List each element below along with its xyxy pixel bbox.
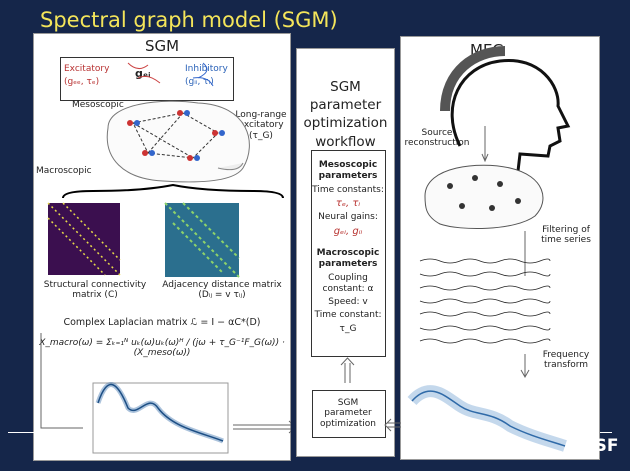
- parameter-line: Neural gains:: [312, 212, 384, 223]
- slide-title: Spectral graph model (SGM): [40, 8, 338, 32]
- parameter-line: Macroscopic parameters: [312, 248, 384, 271]
- meg-illustration: [400, 36, 600, 460]
- rule-line: [8, 432, 60, 433]
- arrow: [233, 421, 291, 433]
- sgm-illustration: [33, 33, 291, 461]
- neuron: [128, 63, 160, 83]
- head: [452, 60, 568, 171]
- parameter-line: τ_G: [312, 324, 384, 335]
- parameter-list: Mesoscopic parameters Time constants: τₑ, …: [312, 160, 384, 337]
- model-spectrum: [93, 383, 228, 453]
- neuron: [193, 63, 213, 86]
- slide: Spectral graph model (SGM) SGM Excitator…: [0, 0, 630, 471]
- logo: UCSF: [568, 436, 618, 456]
- parameter-line: Time constant:: [312, 310, 384, 321]
- parameter-line: Coupling constant: α: [312, 273, 384, 296]
- parameter-line: gₑᵢ, gᵢᵢ: [312, 226, 384, 239]
- brain: [425, 165, 543, 228]
- arrow-left: [384, 418, 402, 432]
- parameter-line: Mesoscopic parameters: [312, 160, 384, 183]
- workflow-heading: SGM parameter optimization workflow: [298, 78, 393, 151]
- parameter-line: Time constants:: [312, 185, 384, 196]
- arrow: [41, 333, 83, 428]
- time-series: [420, 259, 550, 343]
- parameter-line: τₑ, τᵢ: [312, 198, 384, 211]
- brace: [63, 185, 283, 198]
- parameter-line: Speed: v: [312, 297, 384, 308]
- optimization-label: SGM parameter optimization: [313, 398, 383, 429]
- rule-line: [600, 432, 612, 433]
- adjacency-matrix: [165, 203, 239, 277]
- arrow-up: [340, 357, 356, 385]
